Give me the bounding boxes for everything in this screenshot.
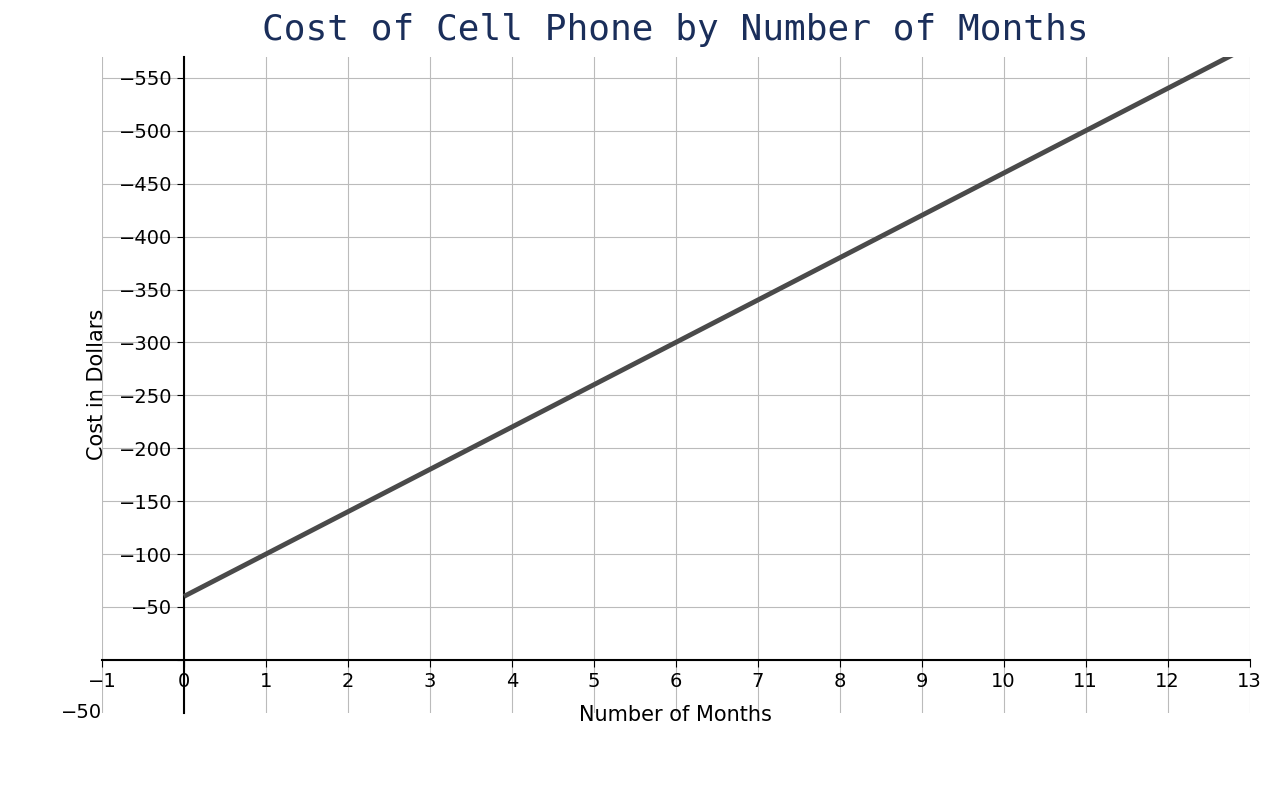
X-axis label: Number of Months: Number of Months [579, 705, 773, 725]
Y-axis label: Cost in Dollars: Cost in Dollars [88, 309, 107, 460]
Text: −50: −50 [61, 703, 102, 723]
Title: Cost of Cell Phone by Number of Months: Cost of Cell Phone by Number of Months [263, 13, 1089, 47]
